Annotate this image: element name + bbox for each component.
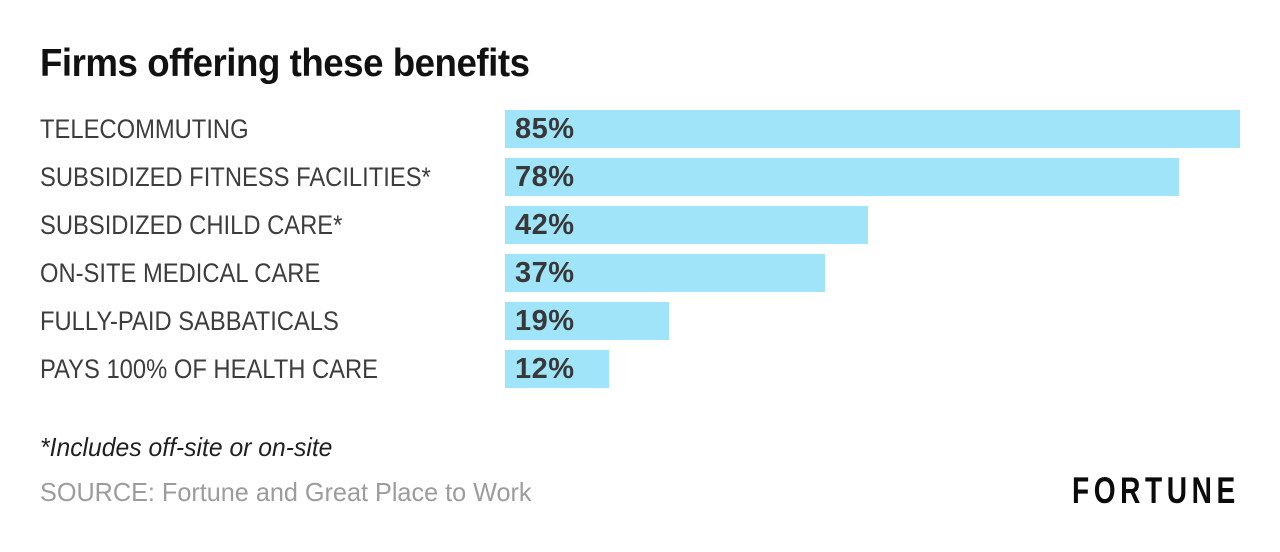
category-label: FULLY-PAID SABBATICALS — [40, 305, 339, 336]
bar: 85% — [505, 110, 1240, 148]
bar-track: 85% — [505, 110, 1240, 148]
bar-row: SUBSIDIZED CHILD CARE* 42% — [40, 206, 1240, 244]
bar-value-label: 37% — [515, 256, 575, 289]
bar: 37% — [505, 254, 825, 292]
source-credit: SOURCE: Fortune and Great Place to Work — [40, 477, 532, 507]
bar-chart: TELECOMMUTING 85% SUBSIDIZED FITNESS FAC… — [40, 110, 1240, 398]
bar-track: 19% — [505, 302, 1240, 340]
category-label: SUBSIDIZED FITNESS FACILITIES* — [40, 161, 431, 192]
bar-value-label: 78% — [515, 160, 575, 193]
bar-value-label: 19% — [515, 304, 575, 337]
bar-track: 37% — [505, 254, 1240, 292]
bar-value-label: 12% — [515, 352, 575, 385]
bar-row: FULLY-PAID SABBATICALS 19% — [40, 302, 1240, 340]
bar-track: 42% — [505, 206, 1240, 244]
bar-row: TELECOMMUTING 85% — [40, 110, 1240, 148]
bar: 42% — [505, 206, 869, 244]
bar-row: PAYS 100% OF HEALTH CARE 12% — [40, 350, 1240, 388]
bar-row: SUBSIDIZED FITNESS FACILITIES* 78% — [40, 158, 1240, 196]
chart-footnote: *Includes off-site or on-site — [40, 432, 333, 462]
fortune-logo: FORTUNE — [1072, 470, 1240, 511]
bar-value-label: 85% — [515, 112, 575, 145]
category-label: TELECOMMUTING — [40, 113, 249, 144]
bar: 78% — [505, 158, 1180, 196]
bar-row: ON-SITE MEDICAL CARE 37% — [40, 254, 1240, 292]
category-label: SUBSIDIZED CHILD CARE* — [40, 209, 343, 240]
chart-title: Firms offering these benefits — [40, 42, 530, 85]
bar: 12% — [505, 350, 609, 388]
bar: 19% — [505, 302, 670, 340]
bar-value-label: 42% — [515, 208, 575, 241]
bar-track: 78% — [505, 158, 1240, 196]
category-label: PAYS 100% OF HEALTH CARE — [40, 353, 379, 384]
category-label: ON-SITE MEDICAL CARE — [40, 257, 321, 288]
bar-track: 12% — [505, 350, 1240, 388]
